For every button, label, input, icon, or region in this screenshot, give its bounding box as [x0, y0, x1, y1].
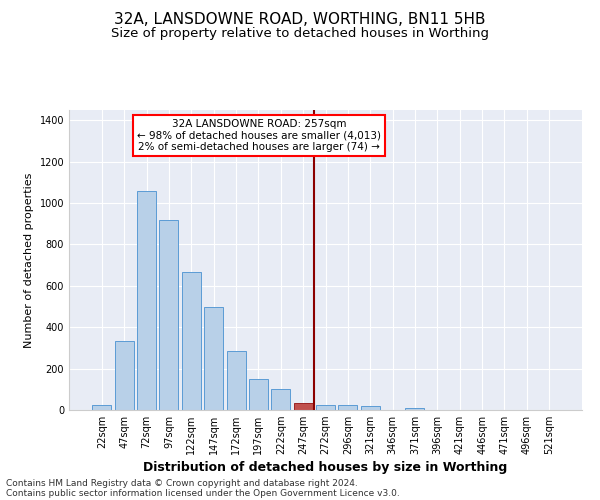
- Bar: [182, 272, 201, 410]
- Text: Contains HM Land Registry data © Crown copyright and database right 2024.: Contains HM Land Registry data © Crown c…: [6, 478, 358, 488]
- Bar: [338, 405, 358, 410]
- Bar: [361, 406, 380, 410]
- Text: 32A, LANSDOWNE ROAD, WORTHING, BN11 5HB: 32A, LANSDOWNE ROAD, WORTHING, BN11 5HB: [114, 12, 486, 28]
- Bar: [115, 340, 134, 410]
- Text: 32A LANSDOWNE ROAD: 257sqm
← 98% of detached houses are smaller (4,013)
2% of se: 32A LANSDOWNE ROAD: 257sqm ← 98% of deta…: [137, 119, 381, 152]
- Bar: [271, 390, 290, 410]
- Bar: [293, 403, 313, 410]
- Bar: [160, 220, 178, 410]
- Text: Contains public sector information licensed under the Open Government Licence v3: Contains public sector information licen…: [6, 488, 400, 498]
- Bar: [406, 408, 424, 410]
- Bar: [249, 379, 268, 410]
- Bar: [316, 405, 335, 410]
- X-axis label: Distribution of detached houses by size in Worthing: Distribution of detached houses by size …: [143, 462, 508, 474]
- Bar: [204, 306, 223, 410]
- Bar: [227, 351, 245, 410]
- Y-axis label: Number of detached properties: Number of detached properties: [24, 172, 34, 348]
- Text: Size of property relative to detached houses in Worthing: Size of property relative to detached ho…: [111, 28, 489, 40]
- Bar: [137, 190, 156, 410]
- Bar: [92, 406, 112, 410]
